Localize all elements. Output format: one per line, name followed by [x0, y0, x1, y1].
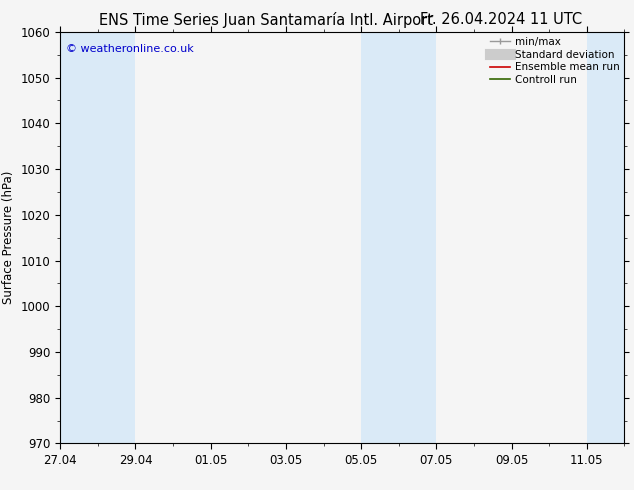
Bar — [60, 32, 136, 443]
Legend: min/max, Standard deviation, Ensemble mean run, Controll run: min/max, Standard deviation, Ensemble me… — [488, 35, 621, 87]
Text: © weatheronline.co.uk: © weatheronline.co.uk — [66, 44, 193, 54]
Text: Fr. 26.04.2024 11 UTC: Fr. 26.04.2024 11 UTC — [420, 12, 582, 27]
Y-axis label: Surface Pressure (hPa): Surface Pressure (hPa) — [2, 171, 15, 304]
Bar — [587, 32, 624, 443]
Bar — [361, 32, 436, 443]
Text: ENS Time Series Juan Santamaría Intl. Airport: ENS Time Series Juan Santamaría Intl. Ai… — [100, 12, 433, 28]
